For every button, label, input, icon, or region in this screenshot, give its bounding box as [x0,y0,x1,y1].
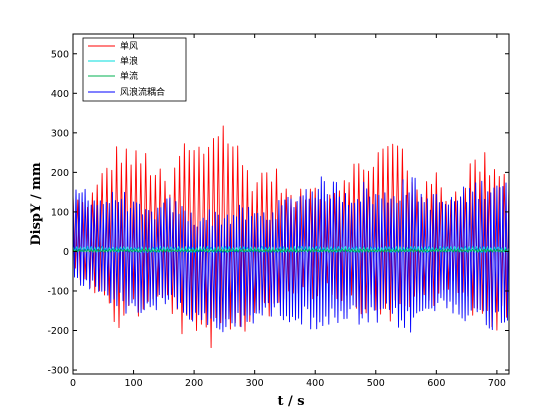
x-tick-label: 400 [306,378,324,389]
plot-frame [72,33,510,375]
x-tick-label: 700 [488,378,506,389]
series-layer [73,125,509,349]
x-axis: 0 100 200 300 400 500 600 700 [70,34,506,389]
series-line-2 [73,248,509,253]
x-tick-label: 300 [246,378,264,389]
x-tick-label: 500 [367,378,385,389]
y-tick-label: -200 [47,326,69,337]
series-line-0 [73,125,509,349]
y-tick-label: 100 [51,207,69,218]
legend-label-wind: 单风 [120,40,138,52]
y-tick-label: 500 [51,49,69,60]
y-tick-label: 200 [51,168,69,179]
series-line-1 [73,245,509,254]
y-tick-label: -300 [47,366,69,377]
series-line-3 [73,176,509,333]
legend-label-current: 单流 [120,70,138,82]
x-axis-title: t / s [277,394,304,409]
y-tick-label: 300 [51,128,69,139]
legend-box [82,37,187,102]
x-tick-label: 100 [124,378,142,389]
legend-label-coupled: 风浪流耦合 [120,86,165,98]
y-tick-label: 0 [63,247,69,258]
legend-label-wave: 单浪 [120,55,138,67]
x-tick-label: 0 [70,378,76,389]
y-axis: -300 -200 -100 0 100 200 300 400 500 [47,49,509,377]
x-tick-label: 600 [427,378,445,389]
y-axis-title: DispY / mm [29,162,44,245]
y-tick-label: 400 [51,89,69,100]
legend: 单风 单浪 单流 风浪流耦合 [82,37,187,102]
y-tick-label: -100 [47,286,69,297]
x-tick-label: 200 [185,378,203,389]
